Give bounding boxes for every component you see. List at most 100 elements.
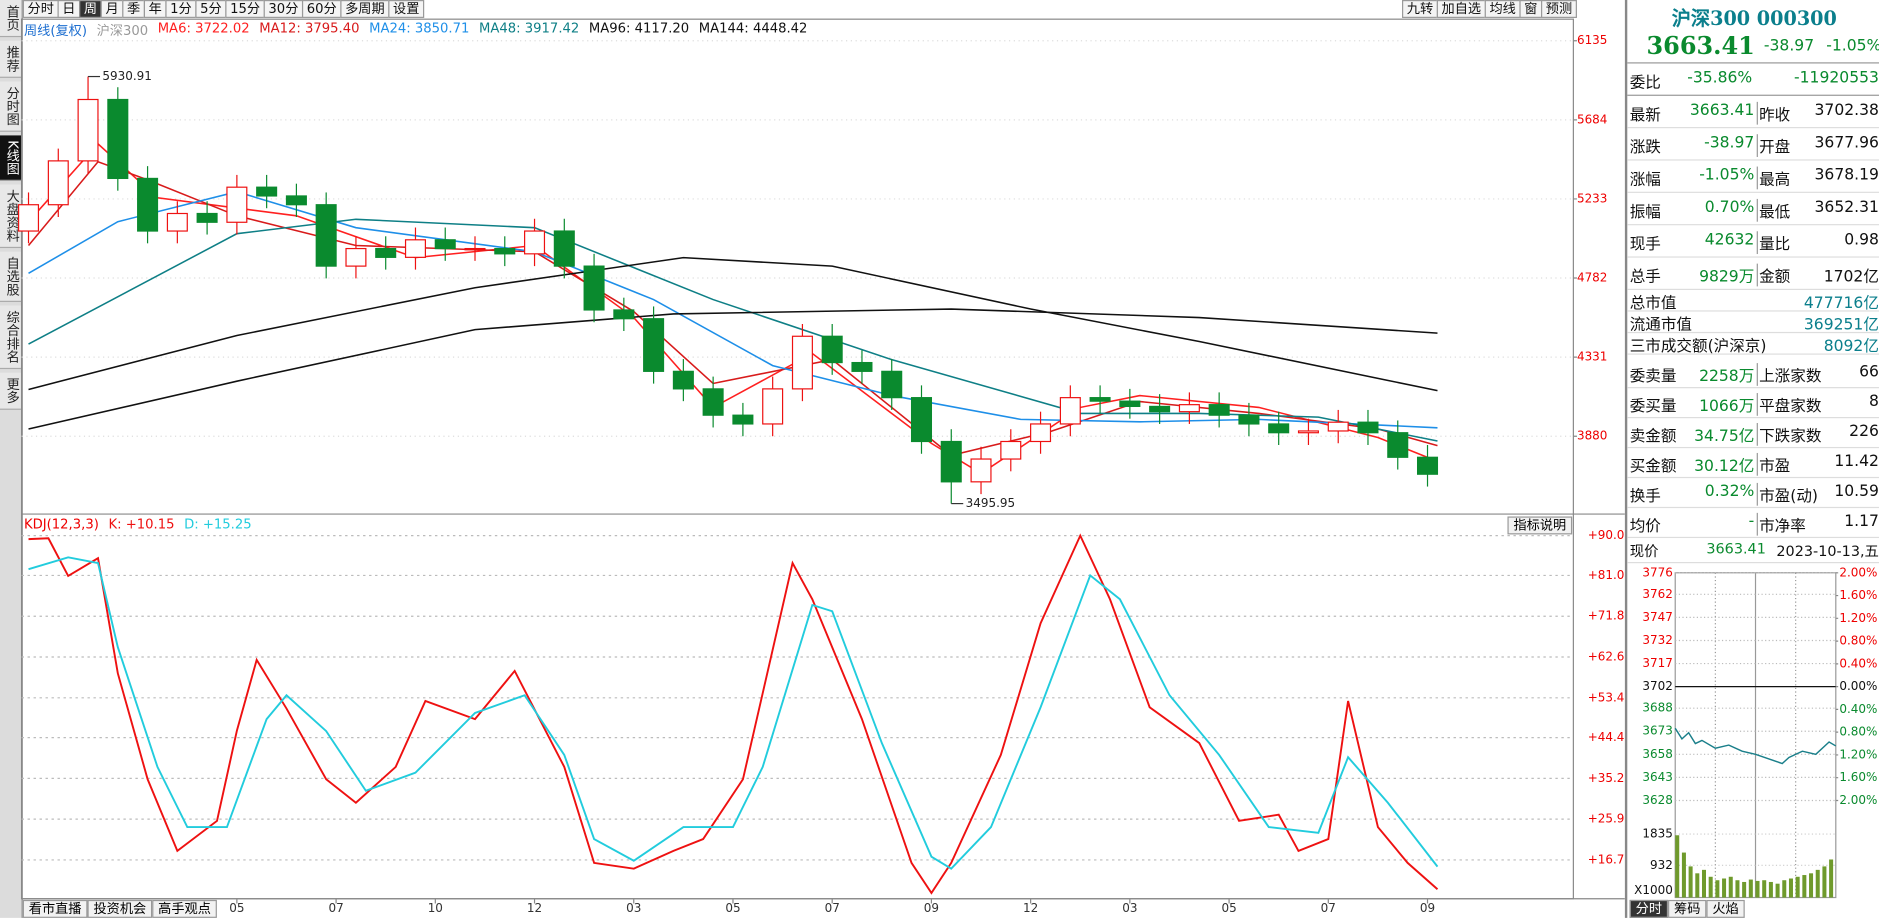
y2-tick-label: 0.00%	[1839, 679, 1877, 693]
period-button[interactable]: 设置	[388, 0, 425, 18]
tool-button[interactable]: 九转	[1402, 0, 1438, 18]
x-tick-label: 03	[626, 901, 641, 915]
volume-unit: X1000	[1634, 883, 1673, 897]
side-tab[interactable]: 自选股	[0, 251, 22, 303]
index-name: 沪深300	[96, 22, 149, 39]
legend-entry: MA144: 4448.42	[698, 20, 808, 36]
candle-body	[1268, 423, 1290, 434]
row-value: 66	[1859, 362, 1879, 381]
side-tab[interactable]: 综合排名	[0, 305, 22, 370]
period-button[interactable]: 多周期	[340, 0, 390, 18]
y-tick-label: +25.99	[1588, 812, 1625, 826]
candle-body	[672, 370, 694, 390]
kdj-legend: KDJ(12,3,3) K: +10.15 D: +15.25	[24, 516, 252, 532]
side-tab[interactable]: 大盘资料	[0, 184, 22, 249]
side-tab[interactable]: 推荐	[0, 40, 22, 78]
candle-body	[732, 414, 754, 425]
candle-body	[464, 247, 486, 251]
indicator-line	[28, 556, 1439, 870]
candle-body	[970, 458, 992, 483]
period-button[interactable]: 30分	[263, 0, 304, 18]
y-tick-label: +35.21	[1588, 771, 1625, 785]
candle-body	[494, 247, 516, 255]
x-tick-label: 10	[428, 901, 443, 915]
row-label: 最新	[1629, 106, 1661, 125]
bottom-tab[interactable]: 看市直播	[22, 899, 88, 918]
indicator-name: KDJ(12,3,3)	[23, 516, 99, 533]
side-tab[interactable]: 分时图	[0, 81, 22, 132]
last-price: 3663.41	[1646, 31, 1755, 60]
indicator-button[interactable]: 指标说明	[1507, 516, 1573, 535]
volume-bar	[1815, 869, 1820, 898]
quote-title: 沪深300 000300	[1671, 7, 1837, 30]
indicator-line	[28, 533, 1439, 895]
side-tab[interactable]: 更多	[0, 372, 22, 411]
y-tick-label: 6135	[1577, 33, 1607, 47]
candle-body	[434, 239, 456, 250]
tool-button[interactable]: 加自选	[1436, 0, 1486, 18]
candle-body	[643, 318, 665, 372]
row-label: 委比	[1629, 74, 1661, 93]
period-button[interactable]: 1分	[165, 0, 197, 18]
side-tab[interactable]: 首页	[0, 0, 22, 38]
x-tick-label: 09	[924, 901, 939, 915]
row-value: 8	[1869, 392, 1879, 411]
volume-bar	[1722, 878, 1727, 898]
row-value: 226	[1849, 422, 1879, 441]
y-tick-label: +44.43	[1588, 730, 1625, 744]
y-tick-label: 3628	[1642, 793, 1672, 807]
row-label: 最低	[1756, 198, 1790, 222]
quote-row: 总手 9829万 金额 1702亿	[1627, 256, 1879, 290]
candle-body	[1387, 432, 1409, 458]
row-label: 市盈	[1756, 452, 1790, 476]
volume-bar	[1748, 879, 1753, 898]
candle-body	[1178, 404, 1200, 413]
quote-row: 买金额 30.12亿 市盈 11.42	[1627, 447, 1879, 479]
side-tab[interactable]: K线图	[0, 135, 22, 182]
candle-body	[47, 160, 69, 206]
row-value: 3702.38	[1814, 101, 1879, 120]
period-button[interactable]: 日	[57, 0, 81, 18]
candle-body	[851, 361, 873, 372]
kline-chart: 3880 4331 4782 5233 5684 6135 05 07 10 12 03 05 07 09…	[17, 18, 1625, 915]
row-label: 流通市值	[1629, 316, 1693, 335]
volume-bar	[1715, 880, 1720, 898]
candle-body	[1327, 421, 1349, 432]
y-tick-label: 3880	[1577, 429, 1607, 443]
y2-tick-label: 0.40%	[1839, 656, 1877, 670]
price-change-pct: -1.05%	[1826, 37, 1879, 56]
quote-row: 三市成交额(沪深京) 8092亿	[1627, 332, 1879, 356]
y-tick-label: 3702	[1642, 679, 1672, 693]
volume-bar	[1675, 835, 1680, 898]
mini-tab[interactable]: 筹码	[1668, 899, 1707, 918]
period-button[interactable]: 15分	[225, 0, 265, 18]
mini-tab[interactable]: 火焰	[1706, 899, 1745, 918]
bottom-tab[interactable]: 投资机会	[87, 899, 153, 918]
mini-tabs: 分时 筹码 火焰	[1629, 899, 1745, 918]
y-tick-label: 3717	[1642, 656, 1672, 670]
row-value: 477716亿	[1803, 294, 1879, 313]
row-value: 30.12亿	[1694, 457, 1755, 476]
candle-body	[17, 204, 40, 232]
row-value: 1.17	[1844, 512, 1879, 531]
row-value: 9829万	[1699, 267, 1755, 286]
tool-button[interactable]: 预测	[1541, 0, 1577, 18]
candle-body	[821, 335, 843, 364]
row-label: 涨跌	[1629, 138, 1661, 157]
bottom-tab[interactable]: 高手观点	[152, 899, 217, 918]
row-value: 1066万	[1699, 397, 1755, 416]
mini-tab[interactable]: 分时	[1629, 899, 1669, 918]
candle-body	[791, 335, 813, 390]
tool-button[interactable]: 均线	[1484, 0, 1521, 18]
candle-body	[1030, 423, 1052, 443]
row-label: 均价	[1629, 517, 1661, 536]
row-label: 三市成交额(沪深京)	[1629, 337, 1767, 356]
row-value: 0.32%	[1704, 482, 1755, 501]
volume-bar	[1708, 876, 1713, 898]
legend-entry: D: +15.25	[184, 516, 252, 533]
x-tick-label: 05	[229, 901, 244, 915]
row-value: 0.70%	[1704, 198, 1755, 217]
period-button[interactable]: 60分	[301, 0, 342, 18]
row-label: 总手	[1629, 267, 1661, 286]
candle-body	[762, 388, 784, 425]
